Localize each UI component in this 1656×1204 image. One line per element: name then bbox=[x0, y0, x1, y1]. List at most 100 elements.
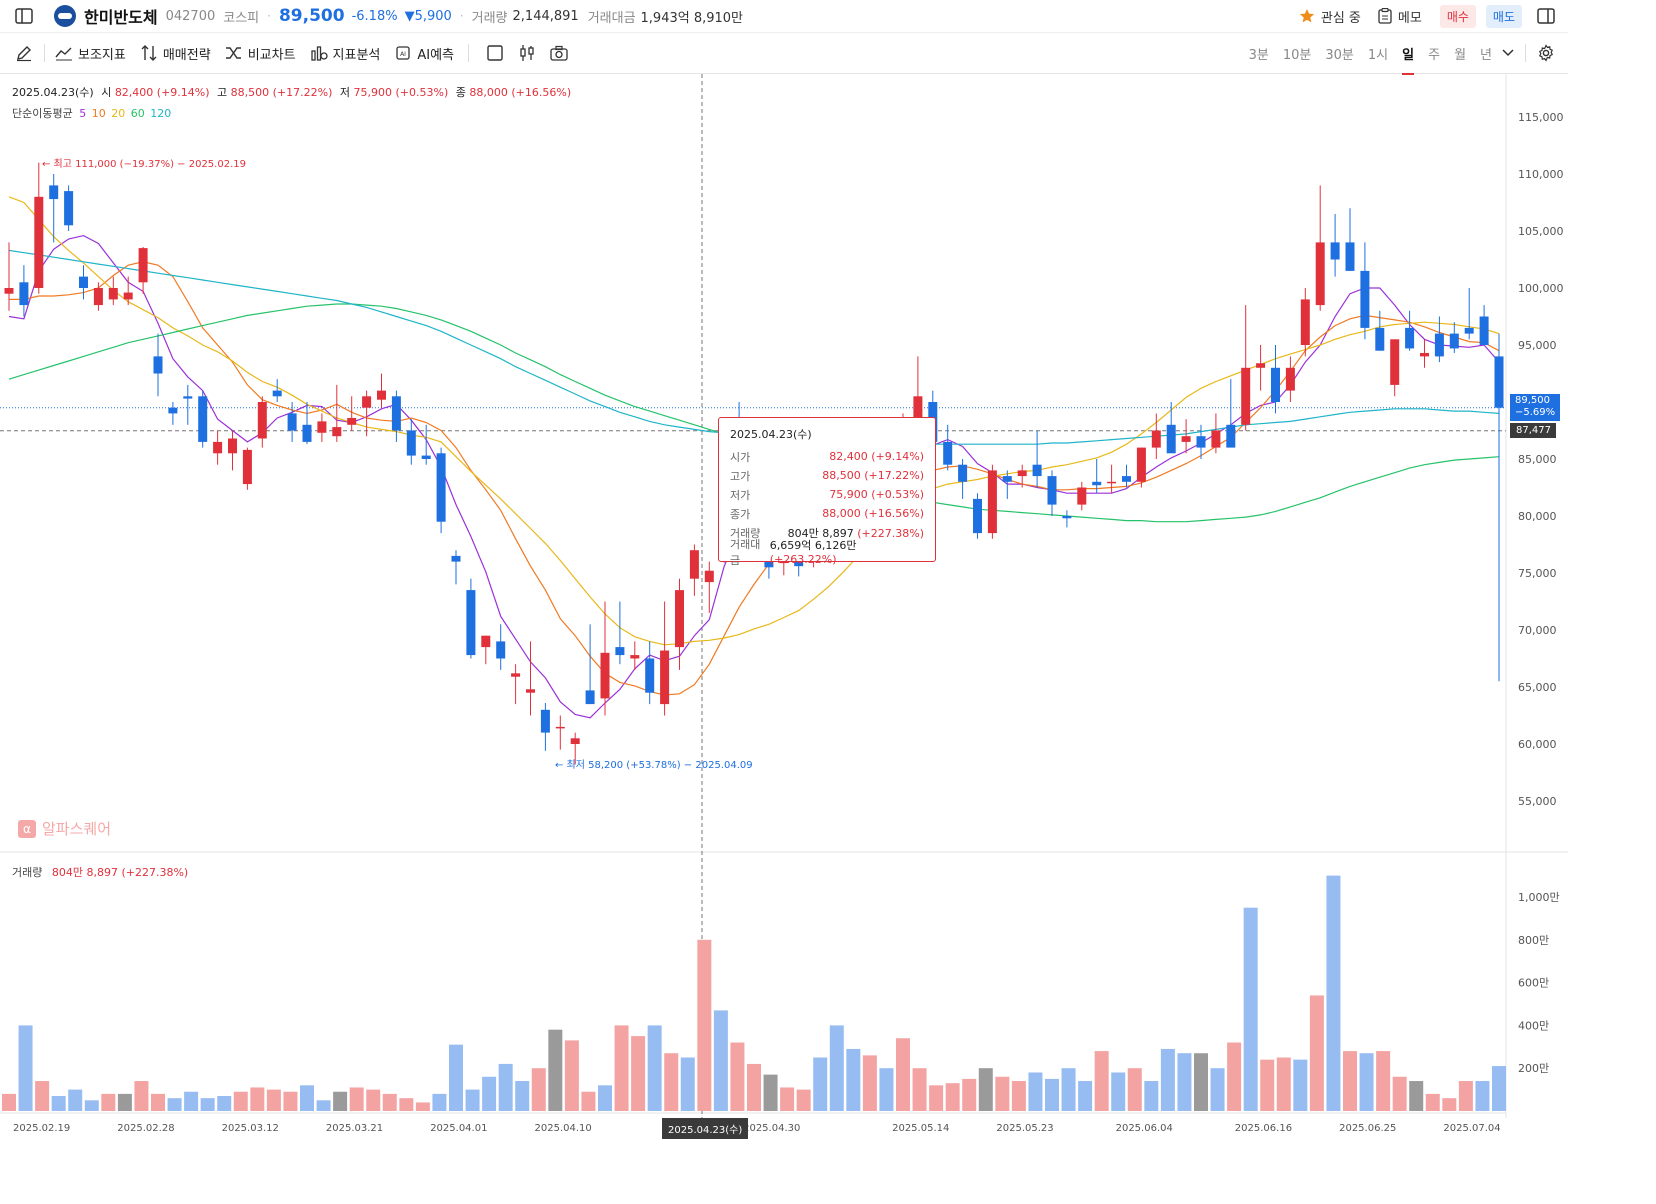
volume-bar bbox=[167, 1098, 182, 1111]
strategy-label: 매매전략 bbox=[162, 47, 211, 63]
timeframe-week[interactable]: 주 bbox=[1428, 47, 1441, 63]
volume-tick-label: 600만 bbox=[1518, 977, 1549, 990]
volume-value: 2,144,891 bbox=[512, 8, 579, 24]
volume-bar bbox=[84, 1100, 99, 1111]
ohlc-low: 75,900 (+0.53%) bbox=[353, 86, 449, 99]
gear-icon[interactable] bbox=[1536, 43, 1556, 63]
volume-bar bbox=[1343, 1051, 1357, 1111]
analysis-button[interactable]: 지표분석 bbox=[310, 44, 380, 63]
ohlc-high: 88,500 (+17.22%) bbox=[230, 86, 333, 99]
memo-icon[interactable] bbox=[1377, 7, 1393, 25]
right-panel-toggle-icon[interactable] bbox=[1536, 6, 1556, 26]
volume-bar bbox=[415, 1102, 430, 1111]
volume-bar bbox=[1045, 1078, 1059, 1111]
date-tick-label: 2025.06.16 bbox=[1235, 1123, 1292, 1134]
sell-button[interactable]: 매도 bbox=[1485, 4, 1522, 28]
volume-bar bbox=[995, 1076, 1010, 1111]
volume-bar bbox=[1210, 1068, 1225, 1111]
ma-20: 20 bbox=[111, 107, 126, 120]
high-annotation: ← 최고 111,000 (−19.37%) − 2025.02.19 bbox=[42, 159, 246, 170]
candle-icon[interactable] bbox=[517, 43, 537, 63]
date-tick-label: 2025.04.30 bbox=[743, 1123, 800, 1134]
volume-bar bbox=[531, 1068, 546, 1111]
candle-body bbox=[1017, 470, 1027, 477]
date-tick-label: 2025.07.04 bbox=[1443, 1123, 1500, 1134]
candle-body bbox=[302, 424, 312, 442]
camera-icon[interactable] bbox=[549, 43, 569, 63]
tooltip-row-low: 저가 75,900 (+0.53%) bbox=[730, 485, 924, 504]
candle-body bbox=[1196, 436, 1206, 448]
candle-body bbox=[630, 655, 640, 659]
volume-bar bbox=[316, 1100, 331, 1111]
ai-chip-icon: AI bbox=[394, 44, 412, 62]
date-tick-label: 2025.04.01 bbox=[430, 1123, 487, 1134]
candle-body bbox=[1315, 242, 1325, 306]
date-tick-label: 2025.05.14 bbox=[892, 1123, 949, 1134]
candle-body bbox=[1360, 270, 1370, 328]
stock-code: 042700 bbox=[165, 8, 216, 24]
tooltip-row-high: 고가 88,500 (+17.22%) bbox=[730, 466, 924, 485]
candle-body bbox=[406, 430, 416, 456]
tooltip-key: 종가 bbox=[730, 507, 751, 521]
compare-label: 비교차트 bbox=[247, 47, 296, 63]
indicator-button[interactable]: 보조지표 bbox=[55, 44, 126, 63]
timeframe-10min[interactable]: 10분 bbox=[1282, 47, 1312, 63]
tooltip-row-open: 시가 82,400 (+9.14%) bbox=[730, 447, 924, 466]
volume-bar bbox=[1227, 1042, 1242, 1111]
volume-bar bbox=[1475, 1081, 1490, 1111]
sidebar-toggle-icon[interactable] bbox=[14, 6, 34, 26]
volume-panel-label: 거래량 bbox=[12, 866, 43, 879]
volume-bar bbox=[399, 1098, 414, 1111]
ma-legend[interactable]: 단순이동평균 5 10 20 60 120 bbox=[12, 105, 171, 121]
timeframe-year[interactable]: 년 bbox=[1480, 47, 1492, 63]
candle-body bbox=[257, 402, 267, 439]
candle-body bbox=[779, 561, 789, 564]
candle-body bbox=[973, 498, 982, 534]
current-price-tag-value: 89,500 bbox=[1515, 395, 1550, 406]
date-tick-label: 2025.02.28 bbox=[117, 1123, 174, 1134]
timeframe-30min[interactable]: 30분 bbox=[1325, 47, 1354, 63]
tooltip-amount-pct: (+263.22%) bbox=[769, 553, 837, 566]
tooltip-amount-main: 6,659억 6,126만 bbox=[769, 539, 857, 552]
tooltip-date: 2025.04.23(수) bbox=[730, 428, 812, 441]
volume-bar bbox=[432, 1093, 447, 1111]
chevron-down-icon[interactable] bbox=[1501, 46, 1515, 60]
volume-bar bbox=[1061, 1068, 1076, 1111]
memo-button[interactable]: 메모 bbox=[1397, 10, 1422, 26]
strategy-button[interactable]: 매매전략 bbox=[140, 44, 211, 63]
buy-button[interactable]: 매수 bbox=[1439, 4, 1476, 28]
timeframe-month[interactable]: 월 bbox=[1454, 47, 1467, 63]
tooltip-value: 75,900 (+0.53%) bbox=[829, 488, 924, 501]
amount-label: 거래대금 bbox=[587, 10, 636, 26]
ai-predict-button[interactable]: AI AI예측 bbox=[394, 44, 454, 63]
candle-body bbox=[1390, 339, 1400, 385]
volume-bar bbox=[366, 1089, 381, 1111]
candle-body bbox=[1002, 476, 1012, 482]
toolbar-divider bbox=[44, 44, 45, 62]
timeframe-day[interactable]: 일 bbox=[1402, 44, 1415, 75]
timeframe-1hour[interactable]: 1시 bbox=[1367, 47, 1389, 63]
ohlc-low-label: 저 bbox=[339, 86, 351, 99]
volume-bar bbox=[1127, 1068, 1142, 1111]
volume-bar bbox=[250, 1087, 265, 1111]
price-chart[interactable]: 115,000110,000105,000100,00095,00090,000… bbox=[0, 74, 1568, 1140]
price-tick-label: 85,000 bbox=[1518, 453, 1557, 466]
candle-body bbox=[1032, 464, 1042, 477]
candle-tooltip: 2025.04.23(수) 시가 82,400 (+9.14%) 고가 88,500… bbox=[718, 417, 936, 567]
candle-body bbox=[49, 185, 59, 200]
candle-body bbox=[332, 427, 342, 437]
compare-button[interactable]: 비교차트 bbox=[225, 44, 296, 63]
volume-bar bbox=[117, 1093, 132, 1111]
volume-bar bbox=[68, 1089, 83, 1111]
tooltip-key: 거래량 bbox=[730, 526, 761, 540]
rectangle-icon[interactable] bbox=[485, 43, 505, 63]
price-tick-label: 55,000 bbox=[1518, 795, 1557, 808]
ai-predict-label: AI예측 bbox=[417, 47, 455, 63]
timeframe-3min[interactable]: 3분 bbox=[1248, 47, 1269, 63]
volume-bar bbox=[1293, 1059, 1308, 1111]
volume-bar bbox=[581, 1091, 596, 1111]
watchlist-button[interactable]: 관심 중 bbox=[1320, 10, 1361, 26]
candle-body bbox=[1285, 367, 1295, 391]
draw-pencil-icon[interactable] bbox=[14, 43, 34, 63]
star-icon[interactable] bbox=[1298, 7, 1316, 25]
